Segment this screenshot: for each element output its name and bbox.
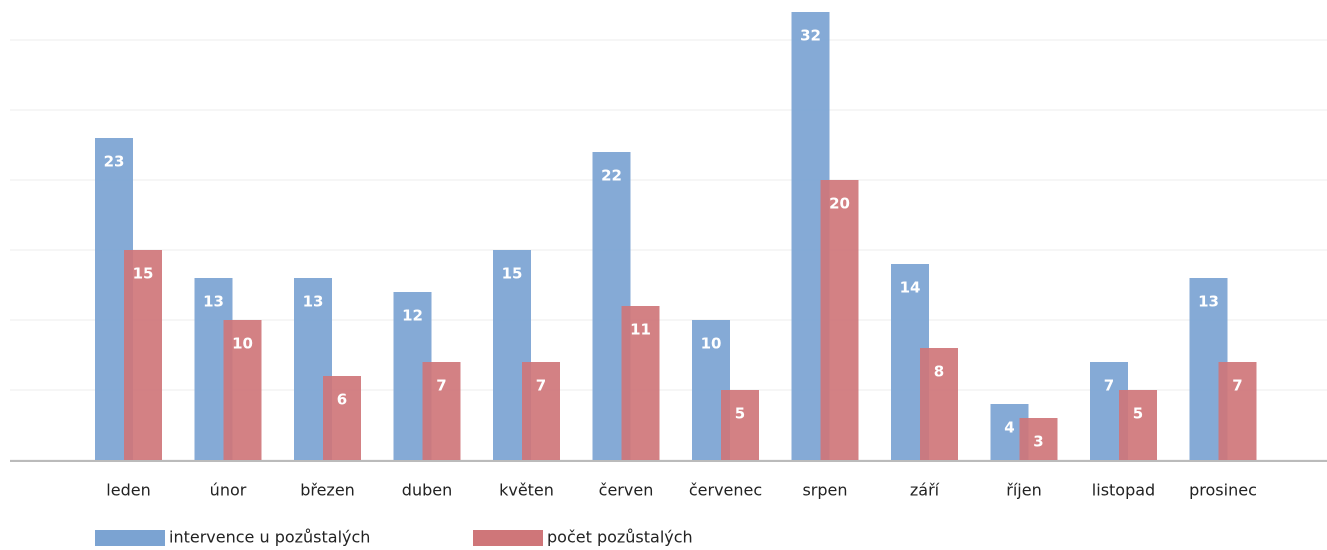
bar	[1019, 418, 1058, 460]
bar	[721, 390, 759, 460]
bar	[621, 306, 660, 460]
bar	[323, 376, 361, 460]
bar	[1218, 362, 1257, 460]
data-label: 7	[1232, 377, 1242, 395]
data-label: 15	[133, 265, 154, 283]
x-tick-label: duben	[402, 481, 452, 500]
x-tick-label: listopad	[1092, 481, 1155, 500]
x-tick-label: prosinec	[1189, 481, 1257, 500]
data-label: 5	[1133, 405, 1143, 423]
data-label: 13	[303, 293, 324, 311]
x-tick-label: červenec	[689, 481, 762, 500]
data-label: 7	[536, 377, 546, 395]
x-tick-label: březen	[300, 481, 355, 500]
data-label: 13	[203, 293, 224, 311]
data-label: 11	[630, 321, 651, 339]
bar	[422, 362, 461, 460]
x-tick-label: květen	[499, 481, 554, 500]
legend-swatch	[473, 530, 543, 546]
bar	[124, 250, 162, 460]
data-label: 6	[337, 391, 347, 409]
bar	[1119, 390, 1157, 460]
data-label: 7	[436, 377, 446, 395]
data-label: 10	[232, 335, 253, 353]
x-tick-label: říjen	[1006, 481, 1041, 500]
data-label: 8	[934, 363, 944, 381]
x-tick-label: leden	[106, 481, 150, 500]
data-label: 13	[1198, 293, 1219, 311]
data-label: 23	[104, 153, 125, 171]
data-label: 12	[402, 307, 423, 325]
x-tick-label: únor	[210, 481, 247, 500]
data-label: 14	[900, 279, 921, 297]
x-tick-label: září	[910, 481, 940, 500]
bar	[820, 180, 859, 460]
bar	[920, 348, 958, 460]
x-tick-label: srpen	[802, 481, 847, 500]
data-label: 32	[800, 27, 821, 45]
data-label: 7	[1104, 377, 1114, 395]
x-tick-label: červen	[599, 481, 654, 500]
bar	[223, 320, 262, 460]
data-label: 4	[1004, 419, 1014, 437]
data-label: 15	[502, 265, 523, 283]
data-label: 3	[1033, 433, 1043, 451]
data-label: 22	[601, 167, 622, 185]
bar	[522, 362, 560, 460]
data-label: 5	[735, 405, 745, 423]
legend-swatch	[95, 530, 165, 546]
data-label: 20	[829, 195, 850, 213]
data-label: 10	[701, 335, 722, 353]
legend-label: intervence u pozůstalých	[169, 528, 370, 547]
legend-label: počet pozůstalých	[547, 528, 693, 547]
